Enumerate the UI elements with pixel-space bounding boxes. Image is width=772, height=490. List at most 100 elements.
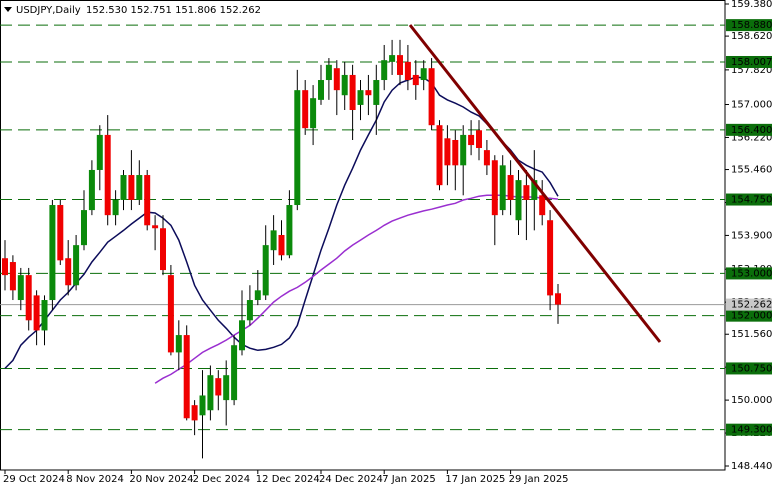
- candle-body: [278, 235, 285, 256]
- level-label-box: [726, 423, 772, 436]
- candle-body: [128, 175, 135, 200]
- y-tick-label: 148.440: [731, 461, 772, 472]
- candle-body: [381, 60, 388, 81]
- candle-body: [136, 175, 143, 200]
- candle-body: [65, 258, 72, 286]
- candle-body: [41, 300, 48, 331]
- y-tick-label: 156.220: [731, 132, 772, 143]
- candle-body: [547, 220, 554, 296]
- candle-body: [191, 405, 198, 421]
- candle-body: [397, 55, 403, 75]
- y-tick-label: 155.460: [731, 165, 772, 176]
- candle-layer: [2, 39, 561, 459]
- candle-body: [428, 68, 435, 126]
- level-label: 150.750: [731, 363, 772, 374]
- chart-title: USDJPY,Daily: [16, 5, 81, 16]
- candle-body: [112, 199, 119, 216]
- level-label-box: [726, 55, 772, 68]
- candle-body: [199, 395, 206, 416]
- candle-body: [404, 61, 411, 81]
- candle-body: [523, 185, 530, 200]
- candle-body: [365, 90, 372, 96]
- candle-body: [499, 165, 506, 211]
- x-tick-label: 8 Nov 2024: [66, 474, 124, 485]
- level-label: 149.300: [731, 425, 772, 436]
- candle-body: [207, 375, 214, 411]
- candle-body: [436, 125, 443, 186]
- plot-area: [0, 0, 726, 471]
- x-tick-label: 2 Dec 2024: [193, 474, 251, 485]
- candle-body: [120, 175, 127, 200]
- candle-body: [81, 210, 87, 246]
- candle-body: [88, 169, 95, 211]
- candle-body: [507, 175, 514, 200]
- candle-body: [17, 275, 24, 301]
- y-tick-label: 157.820: [731, 65, 772, 76]
- level-label-box: [726, 123, 772, 136]
- candle-body: [2, 258, 8, 276]
- candle-body: [49, 205, 56, 301]
- x-tick-label: 29 Oct 2024: [3, 474, 65, 485]
- level-label-box: [726, 193, 772, 206]
- y-tick-label: 157.000: [731, 100, 772, 111]
- candle-body: [452, 139, 459, 166]
- level-label: 158.007: [731, 57, 772, 68]
- axis-layer: 159.380 158.620 157.820 157.000 156.220 155.4…: [3, 0, 772, 485]
- candle-body: [104, 134, 111, 216]
- candle-body: [476, 130, 482, 149]
- candle-body: [531, 180, 538, 200]
- candle-body: [175, 335, 182, 353]
- y-tick-label: 150.000: [731, 395, 772, 406]
- candle-body: [555, 293, 561, 305]
- candle-body: [318, 80, 324, 100]
- candle-body: [444, 138, 451, 166]
- candle-body: [325, 64, 332, 81]
- candle-body: [246, 300, 253, 321]
- candle-body: [420, 68, 427, 81]
- candle-body: [286, 205, 293, 256]
- candle-body: [341, 74, 348, 96]
- candle-body: [167, 275, 174, 353]
- candle-body: [515, 180, 522, 221]
- candle-body: [215, 378, 222, 396]
- candle-body: [491, 160, 498, 216]
- candle-body: [460, 134, 467, 166]
- candle-body: [389, 55, 396, 62]
- candle-body: [223, 375, 230, 401]
- candle-body: [262, 245, 269, 296]
- level-label-box: [726, 362, 772, 375]
- candle-body: [152, 225, 159, 229]
- level-label: 153.000: [731, 268, 772, 279]
- y-tick-label: 153.900: [731, 230, 772, 241]
- level-label-box: [726, 309, 772, 322]
- candle-body: [349, 74, 356, 111]
- level-label-box: [726, 267, 772, 280]
- candle-body: [373, 80, 380, 105]
- candle-body: [231, 345, 238, 401]
- candle-body: [183, 335, 190, 419]
- level-label-box: [726, 19, 772, 32]
- candle-body: [239, 320, 245, 351]
- level-label: 152.000: [731, 311, 772, 322]
- x-tick-label: 20 Nov 2024: [129, 474, 193, 485]
- moving-average: [154, 194, 559, 384]
- symbol-icon: [4, 7, 12, 12]
- candle-body: [468, 134, 475, 146]
- x-tick-label: 12 Dec 2024: [256, 474, 320, 485]
- x-tick-label: 17 Jan 2025: [445, 474, 505, 485]
- candle-body: [9, 262, 16, 291]
- candle-body: [357, 90, 364, 105]
- y-tick-label: 159.380: [731, 0, 772, 10]
- x-tick-label: 7 Jan 2025: [382, 474, 436, 485]
- price-label: 152.262: [731, 300, 772, 311]
- trend-line: [408, 24, 662, 343]
- candle-body: [144, 175, 151, 226]
- price-label-box: [726, 298, 772, 311]
- candle-body: [310, 98, 317, 129]
- x-tick-label: 29 Jan 2025: [509, 474, 569, 485]
- y-tick-label: 151.560: [731, 329, 772, 340]
- candle-body: [25, 275, 32, 321]
- candle-body: [412, 74, 419, 86]
- candle-body: [73, 245, 80, 286]
